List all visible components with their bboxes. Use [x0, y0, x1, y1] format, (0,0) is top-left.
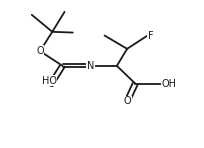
Text: O: O: [36, 46, 44, 56]
Text: O: O: [47, 79, 55, 89]
Text: OH: OH: [161, 79, 176, 89]
Text: O: O: [123, 96, 130, 106]
Text: N: N: [86, 61, 93, 71]
Text: F: F: [147, 30, 152, 41]
Text: HO: HO: [41, 76, 57, 86]
